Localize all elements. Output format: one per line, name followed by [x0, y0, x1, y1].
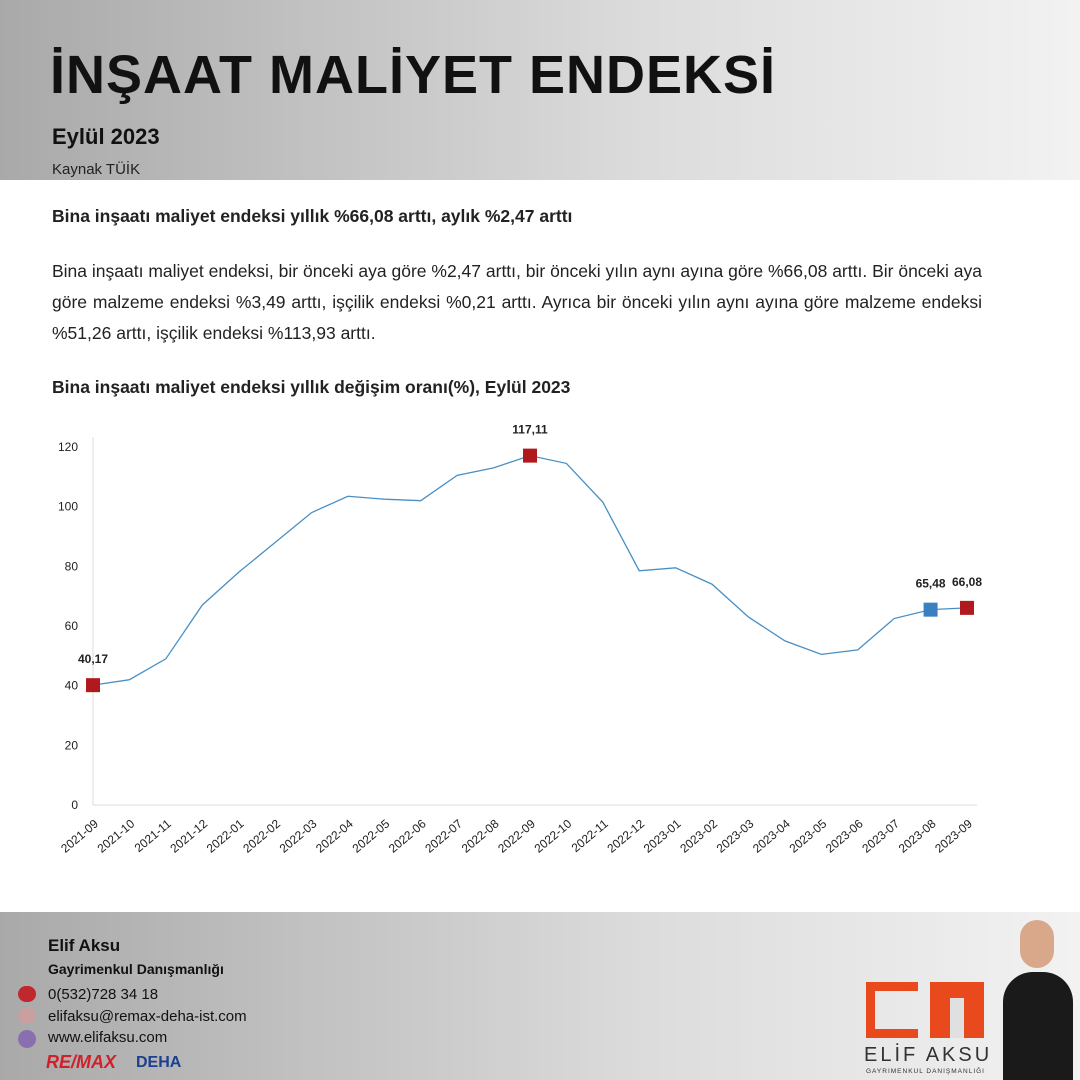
website: www.elifaksu.com: [48, 1029, 168, 1046]
x-tick-label: 2022-04: [313, 816, 356, 855]
value-label: 40,17: [78, 652, 108, 666]
y-tick-label: 60: [65, 619, 79, 633]
x-tick-label: 2023-09: [932, 816, 975, 855]
chart-title: Bina inşaatı maliyet endeksi yıllık deği…: [52, 377, 571, 397]
value-label: 117,11: [512, 423, 548, 437]
x-tick-label: 2023-06: [823, 816, 866, 855]
brand: RE/MAX: [46, 1052, 117, 1072]
portrait-face: [1020, 920, 1054, 968]
x-tick-label: 2023-03: [714, 816, 757, 855]
x-tick-label: 2022-07: [422, 816, 465, 855]
x-tick-label: 2022-02: [240, 816, 283, 855]
portrait: [1003, 972, 1073, 1080]
logo-sub: GAYRIMENKUL DANIŞMANLIĞI: [866, 1068, 985, 1075]
source: Kaynak TÜİK: [52, 161, 141, 178]
phone-icon: [18, 986, 36, 1002]
footer: Elif Aksu Gayrimenkul Danışmanlığı 0(532…: [0, 912, 1080, 1080]
value-label: 66,08: [952, 575, 982, 589]
logo-name: ELİF AKSU: [864, 1044, 993, 1066]
x-tick-label: 2023-01: [641, 816, 684, 855]
x-tick-label: 2022-06: [386, 816, 429, 855]
y-tick-label: 40: [65, 679, 79, 693]
x-tick-label: 2022-10: [532, 816, 575, 855]
x-tick-label: 2023-08: [896, 816, 939, 855]
x-tick-label: 2021-10: [95, 816, 138, 855]
x-tick-label: 2022-09: [495, 816, 538, 855]
x-tick-label: 2021-09: [58, 816, 101, 855]
y-tick-label: 20: [65, 738, 79, 752]
x-tick-label: 2022-11: [569, 816, 611, 855]
email-icon: [18, 1008, 36, 1024]
x-tick-label: 2022-08: [459, 816, 502, 855]
email: elifaksu@remax-deha-ist.com: [48, 1008, 247, 1025]
x-tick-label: 2022-05: [350, 816, 393, 855]
x-tick-label: 2021-11: [132, 816, 174, 855]
x-tick-label: 2022-03: [277, 816, 320, 855]
headline: Bina inşaatı maliyet endeksi yıllık %66,…: [52, 206, 573, 226]
marker: [523, 448, 537, 463]
x-tick-label: 2021-12: [167, 816, 210, 855]
x-tick-label: 2022-01: [204, 816, 247, 855]
marker: [923, 602, 938, 617]
body-text: Bina inşaatı maliyet endeksi, bir önceki…: [52, 261, 982, 343]
y-tick-label: 80: [65, 559, 79, 573]
office: DEHA: [136, 1054, 182, 1071]
logo-e: [866, 982, 918, 1038]
web-icon: [18, 1030, 36, 1048]
value-label: 65,48: [916, 577, 946, 591]
agent-name: Elif Aksu: [48, 936, 121, 955]
agent-role: Gayrimenkul Danışmanlığı: [48, 961, 224, 977]
line: [92, 454, 968, 686]
x-tick-label: 2023-07: [859, 816, 902, 855]
logo-a-gap: [950, 998, 964, 1038]
x-tick-label: 2023-02: [677, 816, 720, 855]
header: İNŞAAT MALİYET ENDEKSİ Eylül 2023 Kaynak…: [0, 0, 1080, 180]
marker: [86, 678, 100, 693]
y-tick-label: 120: [58, 440, 78, 454]
chart: 0 20 40 60 80 100 120 2021-092021-102021-112021…: [58, 423, 982, 856]
phone: 0(532)728 34 18: [48, 986, 159, 1003]
x-tick-label: 2023-04: [750, 816, 793, 855]
subtitle: Eylül 2023: [52, 124, 160, 149]
x-tick-label: 2023-05: [787, 816, 830, 855]
y-tick-label: 0: [71, 798, 78, 812]
y-tick-label: 100: [58, 500, 78, 514]
title: İNŞAAT MALİYET ENDEKSİ: [50, 45, 777, 105]
x-tick-label: 2022-12: [604, 816, 647, 855]
marker: [960, 600, 974, 615]
